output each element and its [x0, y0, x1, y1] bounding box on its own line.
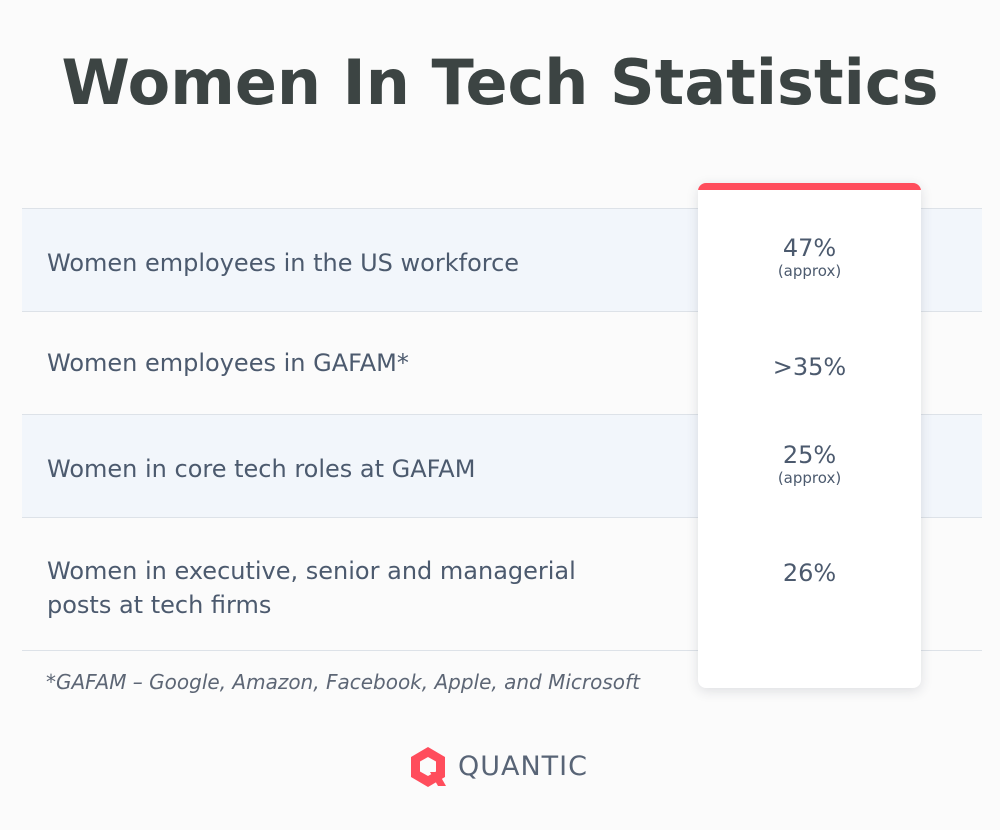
row-label: Women employees in the US workforce	[47, 249, 520, 277]
value-cell: 47% (approx)	[698, 234, 921, 280]
value-cell: >35%	[698, 353, 921, 381]
stat-value: 25%	[782, 441, 837, 469]
card-accent-bar	[698, 183, 921, 190]
row-label: Women in executive, senior and manageria…	[47, 557, 576, 619]
page-title: Women In Tech Statistics	[61, 46, 939, 119]
quantic-logo-icon	[411, 747, 446, 787]
stat-note: (approx)	[777, 262, 842, 280]
value-cell: 26%	[698, 559, 921, 587]
stat-value: 26%	[782, 559, 837, 587]
brand-name: QUANTIC	[458, 751, 588, 782]
stat-note: (approx)	[777, 469, 842, 487]
value-column-card: 47% (approx) >35% 25% (approx) 26%	[698, 183, 921, 688]
stat-value: >35%	[772, 353, 847, 381]
row-label: Women employees in GAFAM*	[47, 349, 409, 377]
row-label: Women in core tech roles at GAFAM	[47, 455, 476, 483]
stat-value: 47%	[782, 234, 837, 262]
value-cell: 25% (approx)	[698, 441, 921, 487]
footnote: *GAFAM – Google, Amazon, Facebook, Apple…	[46, 670, 640, 694]
